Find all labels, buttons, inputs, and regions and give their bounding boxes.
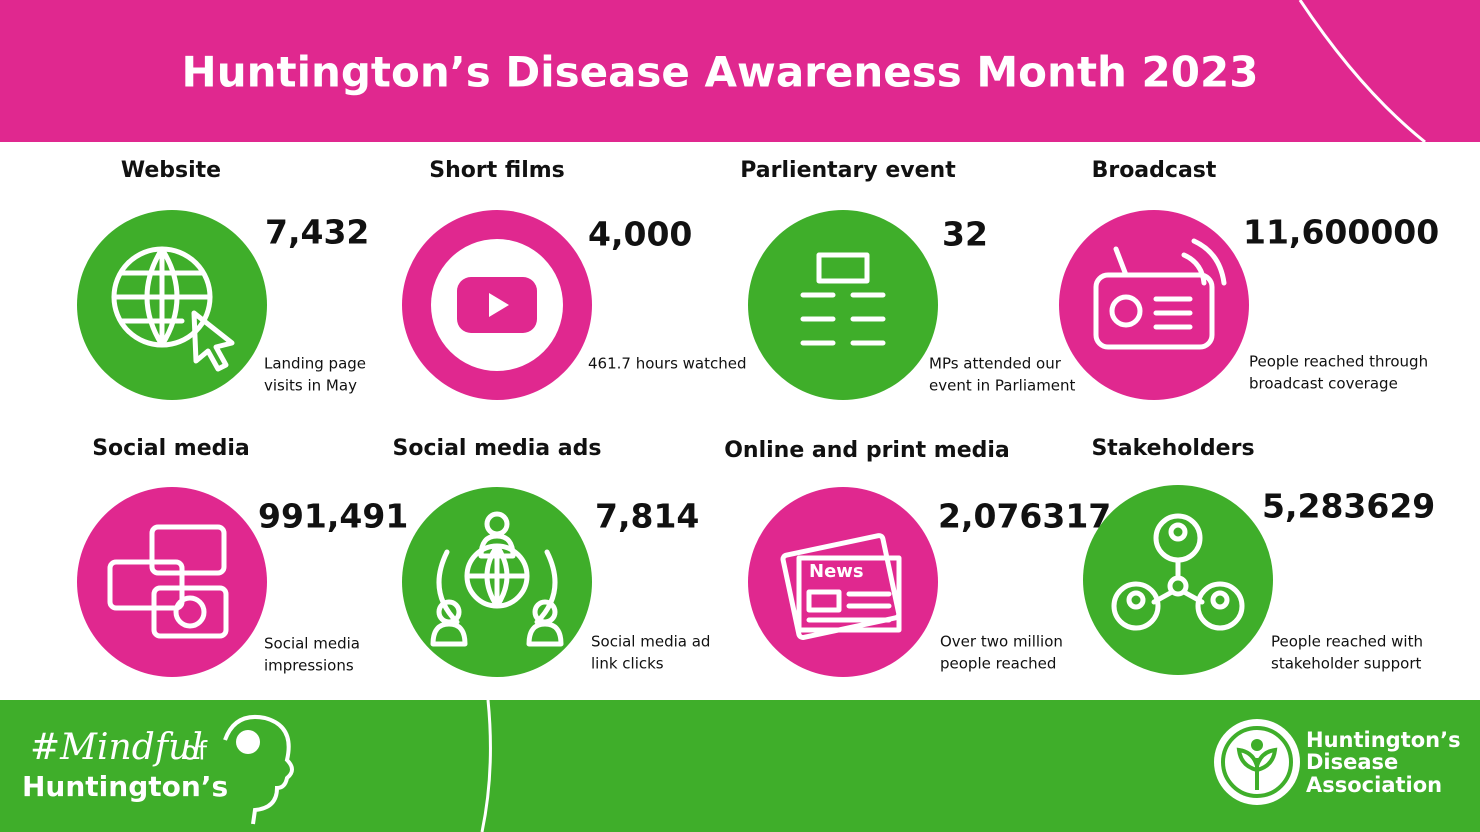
icon: [1111, 581, 1161, 631]
icon: [800, 292, 886, 346]
stat-icon: [107, 524, 229, 639]
brain-icon: [236, 730, 260, 754]
stat-circle: [1059, 210, 1249, 400]
stat-caption: event in Parliament: [929, 377, 1076, 395]
icon: [1113, 238, 1227, 330]
stat-card: News Online and print media 2,076317 Over t…: [724, 438, 1111, 677]
icon: [1093, 272, 1215, 350]
icon: [1126, 590, 1146, 610]
stat-caption: link clicks: [591, 655, 664, 673]
stat-card: Parlientary event 32 MPs attended our event…: [740, 158, 1076, 400]
icon: [1210, 590, 1230, 610]
icon: [1195, 581, 1245, 631]
header-band: [0, 0, 1480, 142]
stat-heading: Website: [121, 158, 221, 183]
stat-card: Broadcast 11,600000 People reached through…: [1059, 158, 1439, 400]
stat-heading: Parlientary event: [740, 158, 956, 183]
hashtag-name: Huntington’s: [22, 770, 228, 803]
header-curve: [1298, 0, 1426, 144]
stat-heading: Online and print media: [724, 438, 1010, 463]
icon: [796, 555, 902, 633]
stat-circle: [77, 487, 267, 677]
stat-icon: [1093, 238, 1227, 350]
stat-icon: [1111, 513, 1245, 631]
hashtag-of: of: [182, 737, 208, 767]
stat-figure: 7,432: [265, 213, 369, 252]
stat-circle: [748, 210, 938, 400]
stat-caption: broadcast coverage: [1249, 375, 1398, 393]
logo-line: Huntington’s: [1306, 728, 1461, 752]
stat-figure: 11,600000: [1243, 213, 1439, 252]
icon: [430, 621, 468, 647]
logo-ring: [1221, 726, 1293, 798]
icon: [1168, 522, 1188, 542]
logo-tree: [1236, 747, 1278, 790]
stat-heading: Short films: [429, 158, 565, 183]
icon: [1151, 557, 1205, 605]
logo-dot: [1251, 739, 1263, 751]
icon: [816, 252, 870, 284]
icon: [173, 595, 207, 629]
stat-card: Website 7,432 Landing page visits in May: [77, 158, 369, 400]
stat-caption: Social media: [264, 635, 360, 653]
icon: [806, 589, 892, 623]
icon: [149, 524, 227, 576]
stat-caption: people reached: [940, 655, 1056, 673]
stat-card: Short films 4,000 461.7 hours watched: [402, 158, 747, 400]
logo-line: Disease: [1306, 750, 1398, 774]
stat-caption: MPs attended our: [929, 355, 1062, 373]
stat-icon: [431, 239, 563, 371]
stat-heading: Social media ads: [393, 436, 602, 461]
stat-icon: [430, 511, 564, 647]
icon: [526, 621, 564, 647]
icon: [489, 293, 509, 317]
stat-caption: stakeholder support: [1271, 655, 1422, 673]
stat-caption: Over two million: [940, 633, 1063, 651]
page-title: Huntington’s Disease Awareness Month 202…: [182, 48, 1259, 97]
stat-figure: 4,000: [588, 215, 692, 254]
stats: Website 7,432 Landing page visits in May Sho…: [77, 158, 1439, 677]
icon: [1109, 294, 1143, 328]
icon: [107, 559, 185, 611]
stat-card: Social media 991,491 Social media impressio…: [77, 436, 408, 677]
stat-caption: People reached through: [1249, 353, 1428, 371]
stat-figure: 32: [942, 215, 988, 254]
stat-icon: [111, 246, 235, 372]
stat-caption: Social media ad: [591, 633, 710, 651]
footer-curve: [480, 699, 492, 832]
stat-circle: [77, 210, 267, 400]
stat-caption: Landing page: [264, 355, 366, 373]
stat-caption: impressions: [264, 657, 354, 675]
logo-line: Association: [1306, 773, 1442, 797]
stat-heading: Stakeholders: [1091, 436, 1254, 461]
stat-figure: 991,491: [258, 497, 408, 536]
stat-figure: 7,814: [595, 497, 699, 536]
stat-icon: News: [780, 533, 902, 640]
stat-card: Stakeholders 5,283629 People reached with s…: [1083, 436, 1435, 675]
icon: [191, 310, 235, 372]
stat-circle: [748, 487, 938, 677]
icon: [478, 533, 516, 559]
stat-heading: Broadcast: [1092, 158, 1217, 183]
stat-caption: People reached with: [1271, 633, 1423, 651]
icon: [436, 543, 558, 625]
icon-text: News: [809, 561, 864, 582]
stat-heading: Social media: [92, 436, 250, 461]
stat-icon: [800, 252, 886, 346]
stat-caption: visits in May: [264, 377, 357, 395]
stat-figure: 2,076317: [938, 497, 1111, 536]
logo-text: Huntington’s Disease Association: [1306, 728, 1461, 797]
icon: [111, 246, 213, 348]
icon: [151, 585, 229, 639]
stat-card: Social media ads 7,814 Social media ad link…: [393, 436, 710, 677]
head-outline: [223, 715, 294, 825]
stat-figure: 5,283629: [1262, 487, 1435, 526]
hashtag: #Mindful: [30, 727, 203, 768]
stat-caption: 461.7 hours watched: [588, 355, 747, 373]
